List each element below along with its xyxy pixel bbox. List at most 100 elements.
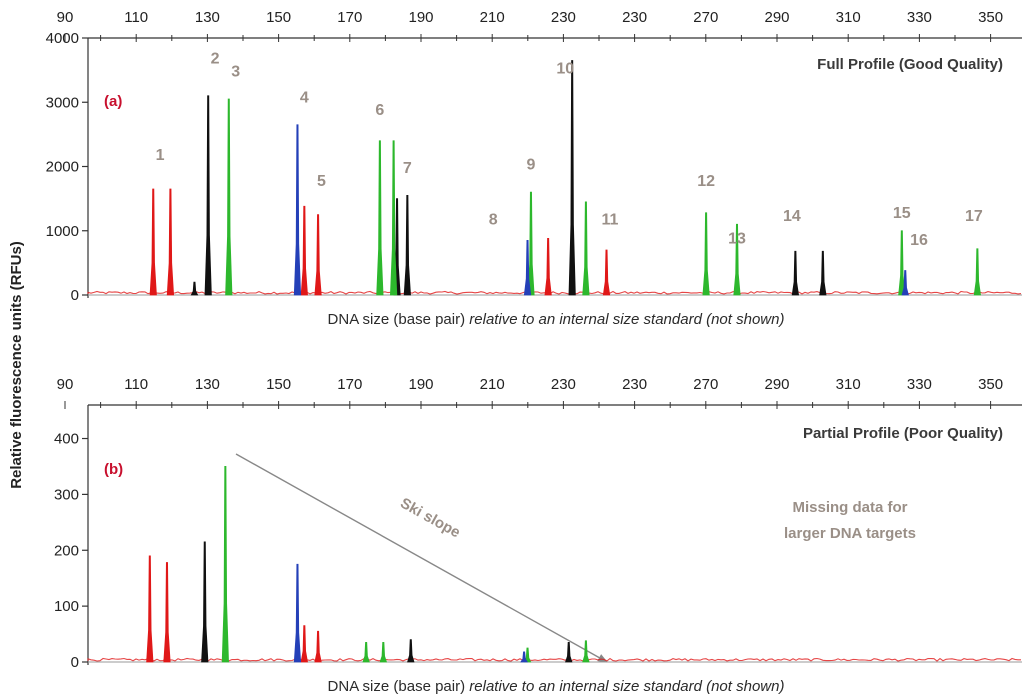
peak-label-13: 13 [728,231,746,248]
panel-a-x-tick-label: 90 [57,9,74,26]
panel-a-y-tick-label: 0 [71,287,79,304]
peak-label-6: 6 [375,102,384,119]
panel-b-x-tick-label: 290 [764,376,789,393]
panel-b-x-tick-label: 230 [622,376,647,393]
panel-b-x-tick-label: 270 [693,376,718,393]
peak-red [149,188,157,296]
peak-red [314,630,322,663]
panel-a-x-tick-label: 230 [622,9,647,26]
series-green-b [221,466,590,663]
peak-green [389,140,398,296]
panel-a-noise-trace [87,290,1022,295]
peak-black [204,95,212,296]
peak-label-10: 10 [556,60,574,77]
panel-a-x-tick-label: 170 [337,9,362,26]
peak-black [564,642,573,663]
peak-label-1: 1 [156,147,165,164]
panel-b-letter: (b) [104,461,123,478]
series-blue-a [293,124,909,296]
panel-a-y-tick-label: 2000 [46,159,79,176]
peak-label-7: 7 [403,160,412,177]
panel-a-x-tick-label: 230 [551,9,576,26]
panel-b-x-tick-label: 310 [836,376,861,393]
panel-a-x-tick-label: 270 [693,9,718,26]
panel-a: 90 110 130 150 170 190 210 230 230 270 290 310 330 35… [46,9,1022,304]
peak-red [163,562,171,663]
panel-b-noise-trace [87,657,1021,662]
panel-a-x-tick-label: 190 [408,9,433,26]
panel-b-y-tick-label: 400 [54,431,79,448]
peak-label-9: 9 [527,157,536,174]
peak-green [362,642,370,663]
panel-b-x-tick-label: 110 [124,376,148,393]
panel-a-x-tick-label: 350 [978,9,1003,26]
peak-label-12: 12 [697,173,715,190]
panel-b-x-tick-label: 90 [57,376,74,393]
peak-green [376,140,384,296]
peak-blue [520,651,529,663]
peak-blue [293,563,302,663]
panel-b-y-tick-label: 0 [71,654,79,671]
peak-blue [901,270,909,296]
panel-a-y-tick-label: 3000 [46,94,79,111]
panel-b-x-tick-label: 150 [266,376,291,393]
panel-b-x-tick-label: 210 [480,376,505,393]
series-black-a [190,60,827,296]
peak-label-14: 14 [783,208,801,225]
peak-label-8: 8 [489,211,498,228]
panel-a-y-tick-label: 1000 [46,223,79,240]
panel-b-x-tick-label: 190 [408,376,433,393]
peak-label-15: 15 [893,205,911,222]
peak-green [225,98,233,296]
peak-label-4: 4 [300,89,309,106]
peak-black [403,195,411,296]
panel-b-title: Partial Profile (Poor Quality) [803,425,1003,442]
peak-blue [293,124,302,296]
series-black-b [201,541,573,663]
panel-b-y-tick-label: 300 [54,486,79,503]
peak-green [582,201,590,296]
peak-red [166,188,175,296]
panel-b-x-tick-label: 230 [551,376,576,393]
panel-b: 90 110 130 150 170 190 210 230 230 270 290 310 330 35… [54,376,1022,671]
panel-a-x-tick-label: 150 [266,9,291,26]
peak-black [568,60,576,296]
peak-green [582,640,590,663]
panel-a-x-tick-label: 290 [764,9,789,26]
series-red-a [149,188,611,296]
peak-red [146,555,154,663]
peak-black [190,281,199,296]
peak-red [544,238,552,296]
panel-b-x-axis-title: DNA size (base pair) relative to an inte… [328,678,785,695]
panel-a-x-tick-label: 210 [480,9,505,26]
panel-a-baseline-noise [87,290,1022,295]
series-red-b [146,555,322,663]
peak-black [819,250,827,296]
peak-label-17: 17 [965,208,983,225]
missing-data-note-line2: larger DNA targets [784,525,916,542]
peak-label-3: 3 [231,64,240,81]
peak-label-5: 5 [317,173,326,190]
y-axis-title: Relative fluorescence units (RFUs) [8,241,25,489]
peak-green [702,212,710,296]
missing-data-note-line1: Missing data for [792,499,907,516]
panel-b-baseline-noise [87,657,1021,662]
peak-blue [523,239,532,296]
panel-a-x-axis-title: DNA size (base pair) relative to an inte… [328,311,785,328]
panel-b-x-tick-label: 350 [978,376,1003,393]
panel-a-y-tick-label: 4000 [46,30,79,47]
panel-a-x-tick-label: 130 [195,9,220,26]
peak-green [733,223,741,296]
panel-a-x-tick-label: 110 [124,9,148,26]
peak-label-16: 16 [910,232,928,249]
panel-b-x-tick-label: 330 [907,376,932,393]
peak-red [300,625,309,663]
ski-slope-label: Ski slope [397,495,463,542]
peak-label-11: 11 [601,211,618,228]
panel-a-letter: (a) [104,93,122,110]
peak-red [602,249,611,296]
peak-black [201,541,209,663]
peak-green [527,191,535,296]
